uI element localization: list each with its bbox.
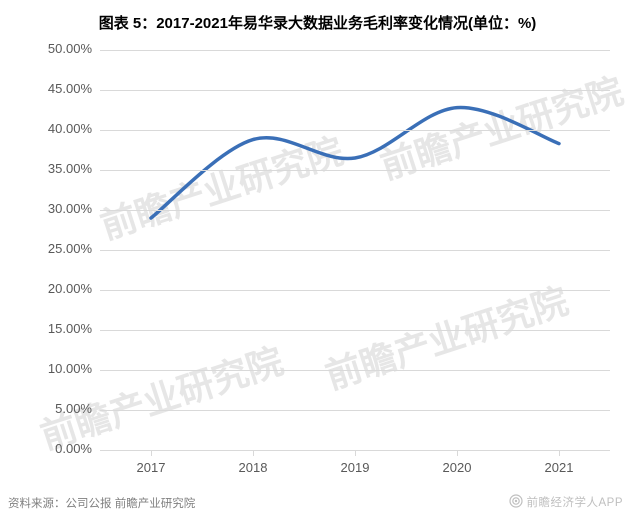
grid-line <box>100 290 610 291</box>
y-tick-label: 40.00% <box>30 121 92 136</box>
series-line <box>151 107 559 218</box>
y-tick-label: 0.00% <box>30 441 92 456</box>
x-tick-mark <box>559 450 560 456</box>
footer-brand: 前瞻经济学人APP <box>509 494 623 511</box>
y-tick-label: 25.00% <box>30 241 92 256</box>
y-tick-label: 15.00% <box>30 321 92 336</box>
x-tick-label: 2021 <box>545 460 574 475</box>
x-tick-label: 2020 <box>443 460 472 475</box>
grid-line <box>100 250 610 251</box>
y-tick-label: 5.00% <box>30 401 92 416</box>
y-tick-label: 30.00% <box>30 201 92 216</box>
chart-container: { "title": { "text": "图表 5：2017-2021年易华录… <box>0 0 635 521</box>
chart-title: 图表 5：2017-2021年易华录大数据业务毛利率变化情况(单位：%) <box>0 0 635 33</box>
y-tick-label: 35.00% <box>30 161 92 176</box>
x-tick-mark <box>151 450 152 456</box>
x-tick-label: 2017 <box>137 460 166 475</box>
x-tick-mark <box>253 450 254 456</box>
y-tick-label: 10.00% <box>30 361 92 376</box>
y-tick-label: 50.00% <box>30 41 92 56</box>
source-note: 资料来源：公司公报 前瞻产业研究院 <box>8 495 195 511</box>
grid-line <box>100 410 610 411</box>
x-tick-mark <box>457 450 458 456</box>
grid-line <box>100 130 610 131</box>
grid-line <box>100 210 610 211</box>
grid-line <box>100 330 610 331</box>
grid-line <box>100 90 610 91</box>
footer-brand-text: 前瞻经济学人APP <box>526 497 623 509</box>
brand-target-icon <box>509 494 523 511</box>
x-tick-label: 2018 <box>239 460 268 475</box>
chart-plot-area <box>100 50 610 450</box>
grid-line <box>100 370 610 371</box>
x-tick-label: 2019 <box>341 460 370 475</box>
y-tick-label: 45.00% <box>30 81 92 96</box>
grid-line <box>100 170 610 171</box>
grid-line <box>100 50 610 51</box>
x-tick-mark <box>355 450 356 456</box>
y-tick-label: 20.00% <box>30 281 92 296</box>
